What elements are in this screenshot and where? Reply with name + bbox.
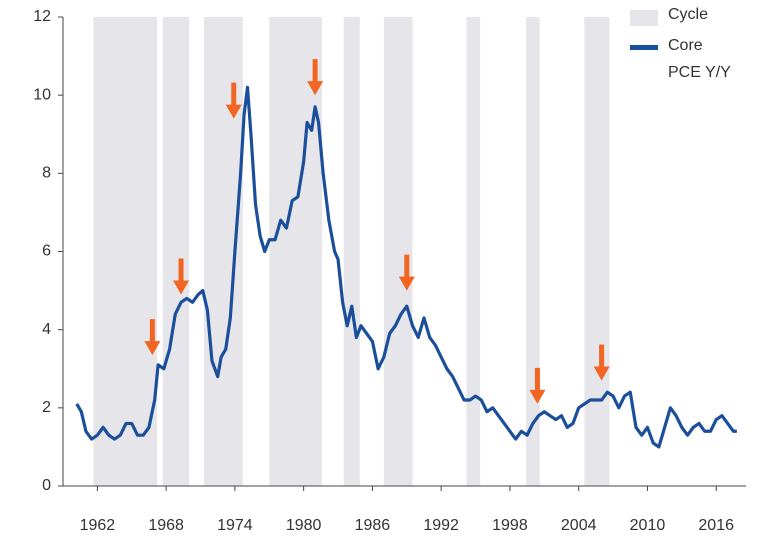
x-tick-label: 2004 [561,517,597,534]
x-tick-label: 1992 [423,517,459,534]
legend-swatch [630,45,658,50]
series-line [75,85,737,449]
y-tick-label: 10 [33,86,51,103]
y-tick-label: 2 [42,399,51,416]
arrow [144,319,161,356]
y-tick-label: 4 [42,321,51,338]
arrow [173,258,190,295]
x-tick-label: 1962 [80,517,116,534]
y-tick-label: 12 [33,8,51,25]
cycle-band [269,17,322,486]
cycle-band [162,17,190,486]
arrow [398,254,415,291]
cycle-band [584,17,610,486]
cycle-band [343,17,360,486]
arrow [225,82,242,119]
arrow [593,344,610,381]
x-tick-label: 2010 [630,517,666,534]
legend-swatch [630,10,658,26]
legend-item: Cycle [630,6,736,36]
cycle-band [466,17,481,486]
x-tick-label: 2016 [698,517,734,534]
x-tick-label: 1986 [355,517,391,534]
cycle-band [203,17,243,486]
x-tick-label: 1998 [492,517,528,534]
arrow [307,59,324,96]
x-tick-label: 1968 [148,517,184,534]
arrow [529,367,546,404]
cycle-band [93,17,157,486]
legend-label: Core PCE Y/Y [668,37,731,81]
legend-label: Cycle [668,6,709,23]
y-tick-label: 6 [42,243,51,260]
legend: Cycle Core PCE Y/Y [630,6,736,86]
y-tick-label: 0 [42,477,51,494]
x-tick-label: 1974 [217,517,253,534]
cycle-band [383,17,413,486]
legend-item: Core PCE Y/Y [630,36,736,86]
x-tick-label: 1980 [286,517,322,534]
y-tick-label: 8 [42,165,51,182]
